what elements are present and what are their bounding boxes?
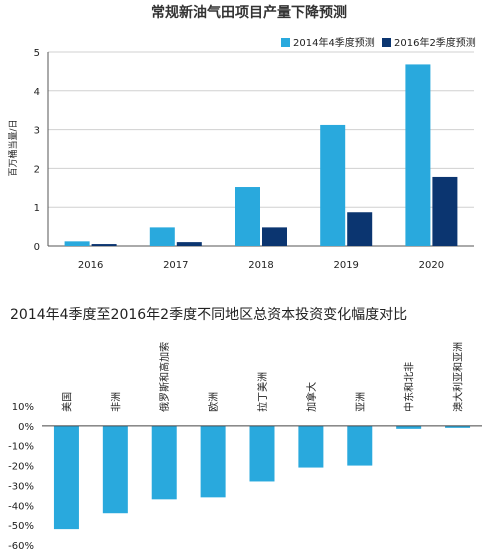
chart2-ytick-label: -30% (8, 481, 34, 492)
chart1-title: 常规新油气田项目产量下降预测 (151, 4, 347, 21)
chart2-ytick-label: 0% (18, 422, 34, 433)
chart1-ytick-label: 4 (34, 87, 40, 98)
chart2-category-label: 加拿大 (305, 382, 318, 412)
chart2-bar (396, 425, 422, 429)
chart2-ytick-label: -20% (8, 462, 34, 473)
chart1-ytick-label: 3 (34, 126, 40, 137)
legend-label-series2: 2016年2季度预测 (394, 36, 476, 49)
chart2-category-label: 澳大利亚和亚洲 (452, 342, 465, 412)
chart1-ytick-label: 1 (34, 203, 40, 214)
chart1-ytick-label: 2 (34, 164, 40, 175)
chart1-bar-series2 (91, 244, 117, 246)
production-forecast-chart: 常规新油气田项目产量下降预测 2014年4季度预测 2016年2季度预测 百万桶… (7, 4, 476, 271)
chart2-category-label: 俄罗斯和高加索 (158, 342, 171, 412)
chart2-category-label: 美国 (60, 392, 73, 412)
chart2-bar (249, 425, 275, 482)
chart2-ytick-label: -60% (8, 541, 34, 551)
chart1-ylabel: 百万桶当量/日 (7, 119, 19, 176)
chart1-ytick-label: 0 (34, 242, 40, 253)
chart2-title: 2014年4季度至2016年2季度不同地区总资本投资变化幅度对比 (10, 307, 407, 323)
chart2-category-label: 亚洲 (355, 392, 367, 412)
legend-swatch-series2 (382, 38, 391, 47)
chart1-ytick-label: 5 (34, 48, 40, 59)
chart1-xtick-label: 2018 (248, 260, 273, 271)
chart1-bar-series2 (262, 227, 287, 246)
chart2-bar (298, 425, 324, 468)
legend-label-series1: 2014年4季度预测 (293, 36, 375, 49)
chart2-ytick-label: 10% (12, 402, 34, 413)
chart2-bar (347, 425, 373, 466)
chart1-xtick-label: 2019 (333, 260, 358, 271)
legend-swatch-series1 (281, 38, 290, 47)
chart1-bar-series2 (176, 242, 202, 246)
chart2-category-label: 中东和北非 (403, 362, 416, 412)
chart2-ytick-label: -10% (8, 442, 34, 453)
chart1-bar-series2 (347, 212, 373, 246)
chart2-bar (200, 425, 226, 498)
chart1-xtick-label: 2016 (78, 260, 103, 271)
chart2-bar (445, 425, 471, 428)
chart2-bar (102, 425, 128, 514)
chart2-bar (53, 425, 79, 530)
chart1-bar-series1 (64, 241, 90, 246)
chart1-legend: 2014年4季度预测 2016年2季度预测 (281, 36, 476, 49)
capex-change-chart: 2014年4季度至2016年2季度不同地区总资本投资变化幅度对比 10% 0% -1… (8, 307, 482, 551)
chart1-bar-series1 (405, 64, 431, 246)
chart1-xtick-label: 2017 (163, 260, 188, 271)
chart1-bar-series1 (320, 124, 346, 246)
chart2-bar (151, 425, 177, 500)
chart1-bar-series2 (432, 176, 458, 246)
chart1-xtick-label: 2020 (419, 260, 444, 271)
chart1-bar-series1 (149, 227, 175, 246)
chart2-ytick-label: -50% (8, 521, 34, 532)
chart2-category-label: 非洲 (110, 392, 122, 412)
chart1-bar-series1 (235, 187, 260, 246)
chart2-category-label: 欧洲 (208, 392, 220, 412)
chart2-category-label: 拉丁美洲 (256, 372, 269, 412)
chart2-ytick-label: -40% (8, 501, 34, 512)
